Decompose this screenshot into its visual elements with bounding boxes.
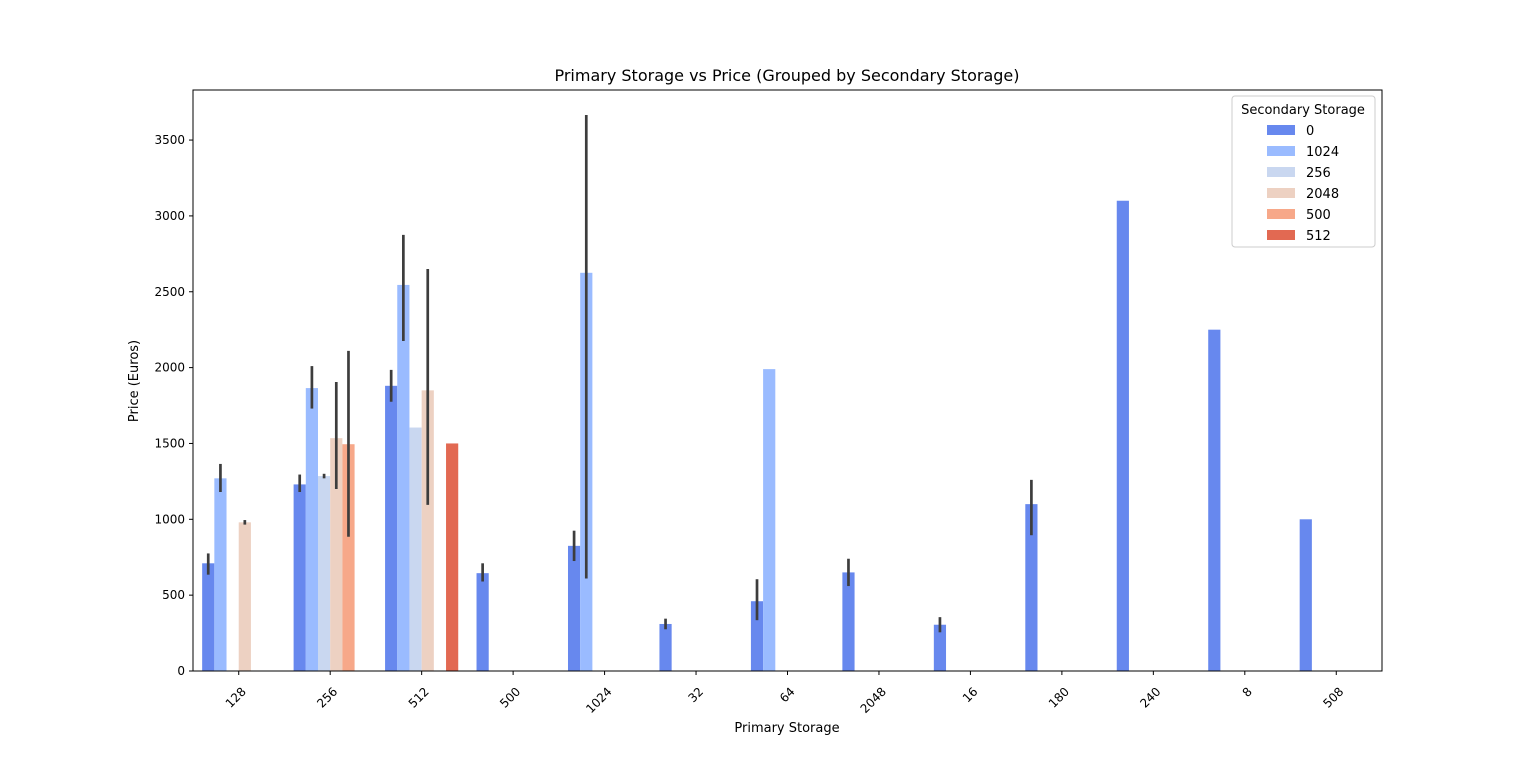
legend-label: 500 <box>1306 208 1331 223</box>
legend-label: 2048 <box>1306 187 1339 202</box>
bar <box>293 484 306 671</box>
bar <box>330 438 343 671</box>
x-axis-label: Primary Storage <box>734 721 839 736</box>
y-tick-label: 2500 <box>154 285 185 299</box>
bar <box>476 573 489 671</box>
y-tick-label: 1000 <box>154 512 185 526</box>
bar <box>659 623 672 671</box>
legend: Secondary Storage 0 1024 256 2048 500 512 <box>1231 95 1376 248</box>
legend-swatch <box>1267 230 1295 240</box>
bar <box>842 572 855 671</box>
y-tick-label: 3000 <box>154 209 185 223</box>
x-tick-label: 180 <box>1046 685 1072 711</box>
bar <box>1208 329 1221 671</box>
y-axis-label: Price (Euros) <box>127 340 142 422</box>
legend-swatch <box>1267 209 1295 219</box>
x-tick-label: 500 <box>497 685 523 711</box>
legend-swatch <box>1267 125 1295 135</box>
legend-swatch <box>1267 188 1295 198</box>
legend-label: 0 <box>1306 124 1314 139</box>
bar <box>446 443 459 671</box>
x-tick-label: 256 <box>314 685 340 711</box>
bar <box>933 624 947 671</box>
x-tick-label: 8 <box>1240 685 1255 700</box>
x-tick-label: 32 <box>685 685 706 706</box>
y-tick-label: 0 <box>177 664 185 678</box>
y-tick-label: 1500 <box>154 436 185 450</box>
bar <box>238 522 251 671</box>
bar <box>214 478 227 671</box>
plot-frame <box>192 89 1383 672</box>
bar <box>305 388 318 671</box>
x-tick-label: 508 <box>1320 685 1346 711</box>
bar <box>342 444 355 671</box>
legend-title: Secondary Storage <box>1241 103 1365 118</box>
plot-area: 0 500 1000 1500 2000 2500 3000 3500 128 256 512 500… <box>154 89 1383 716</box>
y-tick-label: 500 <box>162 588 185 602</box>
bar <box>385 385 398 671</box>
x-tick-label: 512 <box>406 685 432 711</box>
bar <box>397 284 410 671</box>
legend-swatch <box>1267 167 1295 177</box>
bar <box>202 563 215 671</box>
bar <box>1025 504 1038 671</box>
chart-title: Primary Storage vs Price (Grouped by Sec… <box>554 66 1019 85</box>
bar <box>763 369 776 671</box>
legend-label: 256 <box>1306 166 1331 181</box>
x-tick-label: 240 <box>1137 685 1163 711</box>
legend-swatch <box>1267 146 1295 156</box>
legend-label: 1024 <box>1306 145 1339 160</box>
x-tick-label: 128 <box>223 685 249 711</box>
bar <box>421 390 434 671</box>
x-tick-label: 1024 <box>583 685 614 716</box>
legend-frame <box>1231 95 1376 248</box>
legend-label: 512 <box>1306 229 1331 244</box>
bar <box>409 427 422 671</box>
bar <box>1299 519 1312 671</box>
y-tick-label: 2000 <box>154 361 185 375</box>
bar <box>1116 200 1129 672</box>
y-tick-label: 3500 <box>154 133 185 147</box>
bar <box>750 601 764 671</box>
x-tick-label: 64 <box>777 685 798 706</box>
bar <box>567 545 581 671</box>
x-tick-label: 16 <box>960 685 981 706</box>
x-tick-label: 2048 <box>858 685 889 716</box>
bar <box>318 476 331 671</box>
